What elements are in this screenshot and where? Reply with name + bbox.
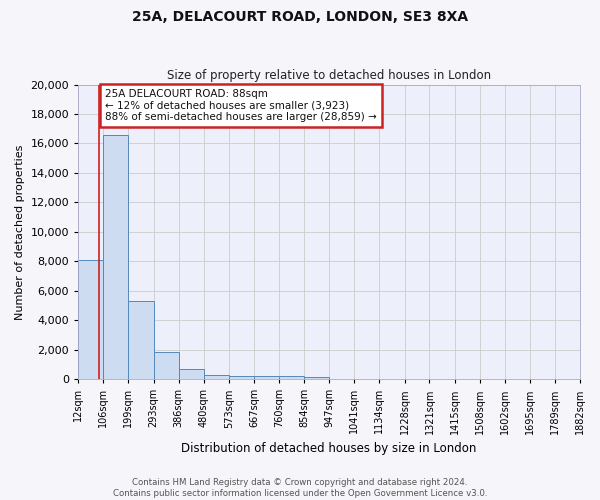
Title: Size of property relative to detached houses in London: Size of property relative to detached ho… bbox=[167, 69, 491, 82]
Text: 25A DELACOURT ROAD: 88sqm
← 12% of detached houses are smaller (3,923)
88% of se: 25A DELACOURT ROAD: 88sqm ← 12% of detac… bbox=[105, 89, 377, 122]
Bar bbox=[229, 376, 254, 379]
Text: Contains HM Land Registry data © Crown copyright and database right 2024.
Contai: Contains HM Land Registry data © Crown c… bbox=[113, 478, 487, 498]
Bar bbox=[279, 376, 304, 379]
X-axis label: Distribution of detached houses by size in London: Distribution of detached houses by size … bbox=[181, 442, 477, 455]
Text: 25A, DELACOURT ROAD, LONDON, SE3 8XA: 25A, DELACOURT ROAD, LONDON, SE3 8XA bbox=[132, 10, 468, 24]
Bar bbox=[154, 352, 179, 379]
Bar bbox=[128, 301, 154, 379]
Bar bbox=[254, 376, 279, 379]
Bar bbox=[304, 377, 329, 379]
Bar bbox=[103, 134, 128, 379]
Bar bbox=[78, 260, 103, 379]
Bar bbox=[204, 374, 229, 379]
Y-axis label: Number of detached properties: Number of detached properties bbox=[15, 144, 25, 320]
Bar bbox=[179, 369, 204, 379]
